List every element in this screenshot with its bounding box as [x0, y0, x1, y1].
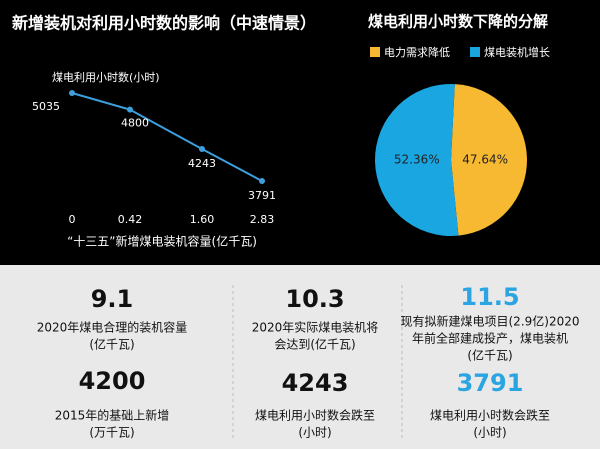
stat-label: (亿千瓦) — [89, 337, 134, 352]
slice-label: 52.36% — [394, 153, 440, 167]
stat-number: 10.3 — [285, 285, 344, 313]
point — [199, 146, 205, 153]
x-tick-label: 1.60 — [190, 213, 215, 226]
slice-label: 47.64% — [462, 152, 508, 166]
x-axis-label: “十三五”新增煤电装机容量(亿千瓦) — [67, 234, 257, 249]
stat-label: (小时) — [298, 426, 331, 440]
pie-slice — [451, 84, 527, 236]
stat-label: 年前全部建成投产，煤电装机 — [412, 331, 568, 346]
value-label: 4243 — [188, 157, 216, 170]
stat-number: 11.5 — [460, 283, 519, 311]
point — [69, 90, 75, 96]
stat-number: 4200 — [79, 367, 146, 395]
value-label: 5035 — [32, 100, 60, 113]
line-title: 新增装机对利用小时数的影响（中速情景） — [12, 14, 316, 33]
x-tick-label: 2.83 — [250, 213, 275, 226]
stat-label: (亿千瓦) — [467, 348, 512, 363]
stat-number: 3791 — [457, 369, 524, 397]
pie-slice — [375, 83, 459, 236]
value-label: 4800 — [121, 117, 149, 130]
stat-label: (万千瓦) — [89, 426, 134, 440]
legend-swatch — [470, 47, 480, 57]
line — [71, 92, 263, 182]
stat-label: 现有拟新建煤电项目(2.9亿)2020 — [401, 314, 580, 329]
point — [259, 178, 265, 184]
legend-label: 煤电装机增长 — [484, 45, 550, 59]
value-label: 3791 — [248, 189, 276, 202]
x-tick-label: 0 — [69, 213, 76, 226]
legend-swatch — [370, 47, 380, 57]
stat-number: 9.1 — [91, 285, 134, 313]
stat-number: 4243 — [282, 369, 349, 397]
stat-label: 2015年的基础上新增 — [55, 408, 170, 423]
stat-label: 2020年实际煤电装机将 — [252, 320, 379, 335]
bottom-panel — [0, 265, 600, 449]
stat-label: 煤电利用小时数会跌至 — [430, 408, 550, 423]
stat-label: 2020年煤电合理的装机容量 — [37, 320, 188, 335]
stat-label: (小时) — [473, 426, 506, 440]
legend-label: 电力需求降低 — [384, 45, 450, 59]
x-tick-label: 0.42 — [118, 213, 143, 226]
pie-title: 煤电利用小时数下降的分解 — [368, 13, 548, 31]
point — [127, 106, 133, 113]
stat-label: 会达到(亿千瓦) — [274, 337, 355, 352]
y-axis-label: 煤电利用小时数(小时) — [52, 71, 160, 84]
stat-label: 煤电利用小时数会跌至 — [255, 408, 375, 423]
